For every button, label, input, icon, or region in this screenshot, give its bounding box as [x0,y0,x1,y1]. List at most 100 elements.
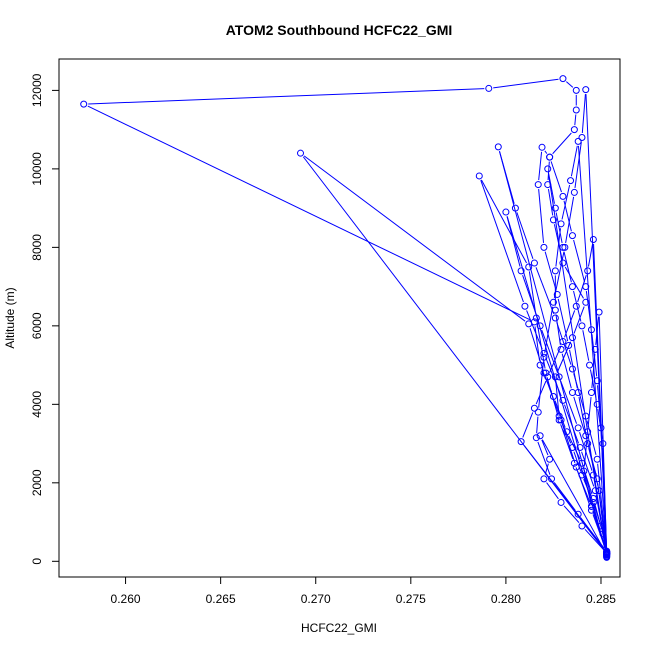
data-point [572,463,580,471]
data-point [589,495,597,503]
data-point [563,428,571,436]
series-line-segment [555,212,563,244]
data-point [532,434,540,442]
data-point [587,502,595,510]
series-line-segment [587,243,594,267]
series-line-segment [552,132,572,155]
y-tick-label: 6000 [30,312,44,339]
series-line-segment [535,267,555,314]
data-point [517,267,525,275]
series-line-segment [573,373,586,412]
series-line-segment [573,396,585,432]
series-line-segment [499,151,515,204]
data-point [534,181,542,189]
series-line-segment [541,439,549,456]
data-point [475,172,483,180]
data-point [586,361,594,369]
plot-frame [58,58,621,578]
data-point [555,373,563,381]
series-line-segment [591,353,596,389]
data-point [574,510,582,518]
data-point [595,308,603,316]
series-line-segment [561,353,572,389]
data-point [568,283,576,291]
data-point [580,467,588,475]
data-point [559,243,567,251]
data-point [553,290,561,298]
series-line-segment [573,290,582,322]
series-line-segment [87,105,531,321]
series-line-segment [523,444,605,549]
data-point [551,373,559,381]
data-point [538,143,546,151]
data-point [587,389,595,397]
series-line-segment [556,322,572,365]
series-line-segment [544,150,548,154]
series-line-segment [303,155,526,322]
data-point [540,475,548,483]
series-line-segment [573,239,586,283]
data-point [582,86,590,94]
data-point [591,345,599,353]
data-point [599,530,607,538]
data-point [576,444,584,451]
series-line-segment [548,173,555,204]
x-tick-label: 0.275 [396,592,426,606]
data-point [540,243,548,251]
series-line-segment [565,196,575,244]
series-line-segment [528,271,537,314]
series-line-segment [561,184,571,220]
series-line-segment [574,114,577,126]
series-line-segment [560,420,572,444]
series-line-segment [554,400,566,428]
data-point [548,475,556,483]
series-line-segment [561,424,576,463]
data-point [536,432,544,440]
series-line-segment [535,380,547,405]
data-point [551,267,559,275]
data-point [534,408,542,416]
series-line-segment [581,94,586,134]
data-point [574,137,582,145]
series-line-segment [547,161,550,181]
series-line-segment [581,451,595,487]
data-point [572,302,580,310]
series-line-segment [570,145,578,177]
x-axis: 0.260 0.265 0.270 0.275 0.280 0.285 [111,576,616,606]
series-line-segment [544,306,554,353]
series-line-segment [538,189,545,243]
data-point [546,455,554,463]
data-point [574,424,582,432]
data-point [584,428,592,436]
y-tick-label: 8000 [30,234,44,261]
data-point [565,341,573,349]
data-point [587,326,595,334]
data-point [568,389,576,397]
data-point [485,84,493,92]
data-point [502,208,510,216]
x-axis-label: HCFC22_GMI [301,621,377,635]
series-line-segment [598,316,608,551]
data-point [587,506,595,514]
y-tick-label: 4000 [30,391,44,418]
series-line-segment [593,243,607,549]
series-line-segment [584,528,605,551]
series-line-segment [589,369,597,401]
series-line-segment [556,341,572,373]
series-line-segment [536,416,539,434]
series-line-segment [302,156,605,551]
data-point [568,444,576,451]
data-point [557,498,565,506]
series-line-segment [560,380,578,424]
data-point [559,259,567,267]
data-point [544,373,552,381]
series-line-segment [544,376,560,416]
series-line-segment [560,424,574,460]
data-point [572,86,580,94]
data-point [567,177,575,185]
series-line-segment [557,298,569,342]
series-line-segment [563,505,580,523]
data-point [595,487,603,495]
series-line-segment [538,361,544,408]
